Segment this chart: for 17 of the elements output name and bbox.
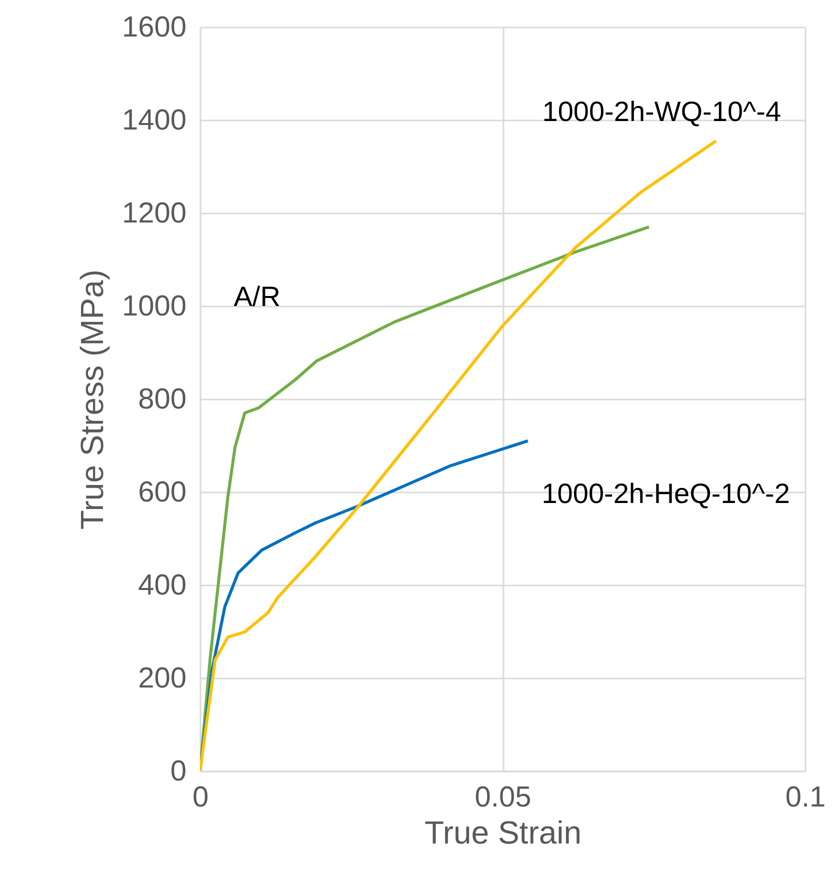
series-label: 1000-2h-HeQ-10^-2 [542,478,790,509]
y-tick-label: 1400 [122,104,186,136]
y-tick-label: 0 [170,756,186,788]
y-tick-label: 600 [138,476,186,508]
y-tick-label: 200 [138,662,186,694]
text: A/R [234,280,280,312]
x-tick-label: 0.1 [785,782,826,814]
y-tick-label: 1000 [122,290,186,322]
y-tick-label: 400 [138,570,186,602]
x-tick-label: 0.05 [474,782,532,814]
y-tick-label: 1600 [122,12,186,44]
x-tick-label: 0 [192,782,209,814]
y-tick-label: 1200 [122,198,186,230]
y-tick-label: 800 [138,384,186,416]
x-axis-title: True Strain [424,814,582,850]
series-label: 1000-2h-WQ-10^-4 [542,96,782,127]
y-axis-title: True Stress (MPa) [74,269,110,530]
